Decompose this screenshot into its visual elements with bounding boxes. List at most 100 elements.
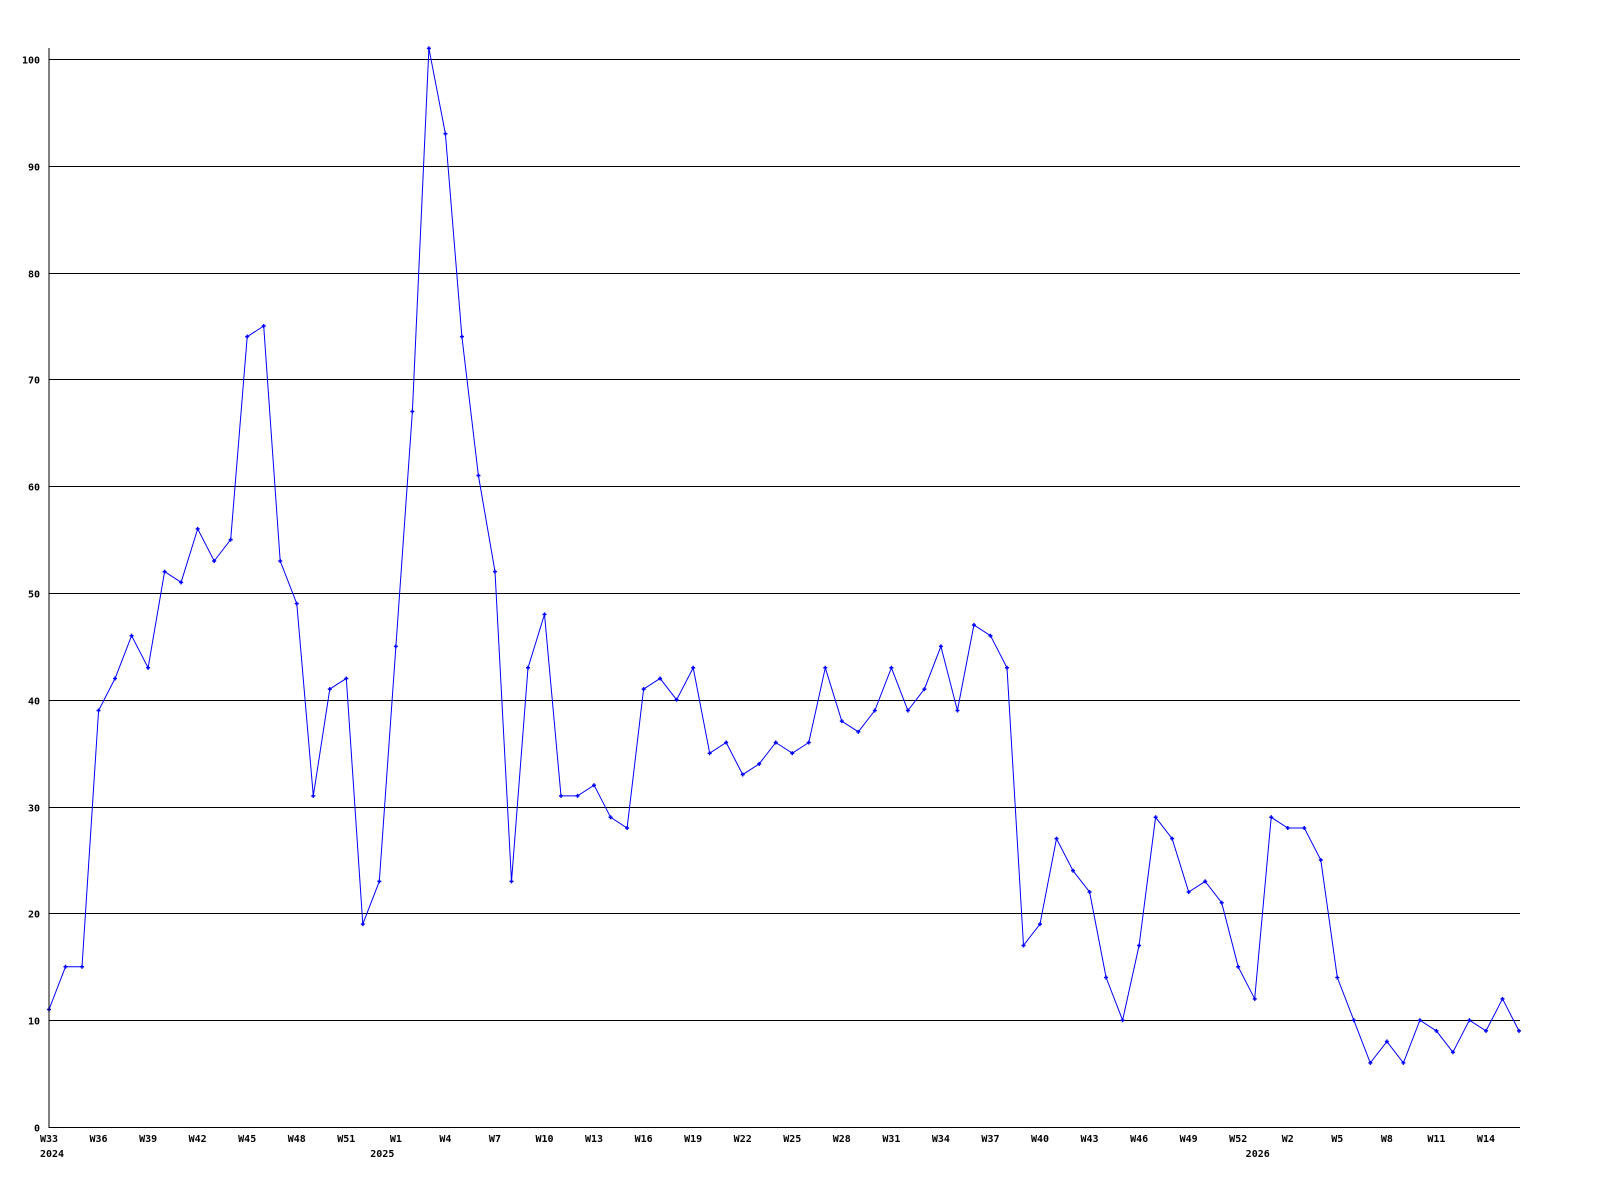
data-point — [393, 644, 398, 649]
data-point — [575, 793, 580, 798]
data-point — [1417, 1018, 1422, 1023]
data-point — [1087, 890, 1092, 895]
data-point — [1450, 1050, 1455, 1055]
x-tick-label: W36 — [90, 1134, 108, 1145]
data-point — [658, 676, 663, 681]
x-tick-label: W34 — [932, 1134, 950, 1145]
data-point — [1368, 1060, 1373, 1065]
x-tick-label: W25 — [783, 1134, 801, 1145]
data-point — [113, 676, 118, 681]
x-tick-label: W37 — [981, 1134, 999, 1145]
x-axis-ticks: W33 W36 W39 W42 W45 W48 W51 W1 W4 W7 W10 W13 W16 W19 W… — [40, 1134, 1495, 1145]
data-point — [922, 687, 927, 692]
data-point — [707, 751, 712, 756]
data-point — [129, 633, 134, 638]
data-point — [1434, 1028, 1439, 1033]
x-tick-label: W22 — [734, 1134, 752, 1145]
y-tick-label: 50 — [28, 590, 40, 601]
x-tick-label: W33 — [40, 1134, 58, 1145]
data-point — [360, 922, 365, 927]
data-point — [410, 409, 415, 414]
data-point — [1203, 879, 1208, 884]
y-tick-label: 80 — [28, 270, 40, 281]
data-point — [195, 526, 200, 531]
x-tick-label: W4 — [439, 1134, 451, 1145]
data-point — [212, 558, 217, 563]
data-point — [1285, 825, 1290, 830]
y-tick-label: 0 — [34, 1124, 40, 1135]
data-point — [162, 569, 167, 574]
data-point — [1252, 996, 1257, 1001]
x-tick-label: W11 — [1427, 1134, 1445, 1145]
x-tick-label: W31 — [882, 1134, 900, 1145]
x-tick-label: W5 — [1331, 1134, 1343, 1145]
data-point — [806, 740, 811, 745]
series-line — [48, 48, 1520, 1064]
data-point — [1004, 665, 1009, 670]
x-tick-label: W2 — [1282, 1134, 1294, 1145]
data-point — [1302, 825, 1307, 830]
data-point — [757, 761, 762, 766]
data-point — [327, 687, 332, 692]
year-label: 2025 — [370, 1149, 394, 1160]
data-point — [988, 633, 993, 638]
data-point — [823, 665, 828, 670]
y-tick-label: 40 — [28, 697, 40, 708]
x-tick-label: W7 — [489, 1134, 501, 1145]
data-point — [839, 719, 844, 724]
data-point — [278, 558, 283, 563]
data-point — [1335, 975, 1340, 980]
data-point — [426, 46, 431, 51]
data-point — [1384, 1039, 1389, 1044]
y-tick-label: 100 — [22, 56, 40, 67]
data-point — [1500, 996, 1505, 1001]
data-point — [889, 665, 894, 670]
x-tick-label: W1 — [390, 1134, 402, 1145]
data-point — [724, 740, 729, 745]
data-point — [1483, 1028, 1488, 1033]
data-point — [542, 612, 547, 617]
x-tick-label: W52 — [1229, 1134, 1247, 1145]
data-point — [1071, 868, 1076, 873]
x-tick-label: W40 — [1031, 1134, 1049, 1145]
data-point — [311, 793, 316, 798]
x-tick-label: W39 — [139, 1134, 157, 1145]
data-point — [955, 708, 960, 713]
x-tick-label: W45 — [238, 1134, 256, 1145]
data-point — [1153, 815, 1158, 820]
data-point — [1186, 890, 1191, 895]
data-point — [1038, 922, 1043, 927]
data-point — [1120, 1018, 1125, 1023]
x-tick-label: W8 — [1381, 1134, 1393, 1145]
year-labels: 2024 2025 2026 — [40, 1149, 1270, 1160]
data-point — [790, 751, 795, 756]
data-point — [96, 708, 101, 713]
data-point — [294, 601, 299, 606]
data-point — [509, 879, 514, 884]
data-point — [1236, 964, 1241, 969]
x-tick-label: W10 — [535, 1134, 553, 1145]
data-point — [261, 324, 266, 328]
data-point — [1021, 943, 1026, 948]
x-tick-label: W49 — [1180, 1134, 1198, 1145]
data-point — [1351, 1018, 1356, 1023]
gridlines — [49, 59, 1520, 1021]
data-point — [740, 772, 745, 777]
x-tick-label: W43 — [1081, 1134, 1099, 1145]
x-tick-label: W42 — [189, 1134, 207, 1145]
data-point — [592, 783, 597, 788]
data-point — [971, 623, 976, 628]
data-point — [1170, 836, 1175, 841]
data-point — [1401, 1060, 1406, 1065]
y-tick-label: 90 — [28, 163, 40, 174]
data-point — [625, 825, 630, 830]
y-tick-label: 70 — [28, 376, 40, 387]
x-tick-label: W46 — [1130, 1134, 1148, 1145]
data-point — [492, 569, 497, 574]
data-point — [344, 676, 349, 681]
data-point — [1054, 836, 1059, 841]
data-point — [856, 729, 861, 734]
x-tick-label: W19 — [684, 1134, 702, 1145]
data-point — [938, 644, 943, 649]
data-point — [459, 334, 464, 339]
